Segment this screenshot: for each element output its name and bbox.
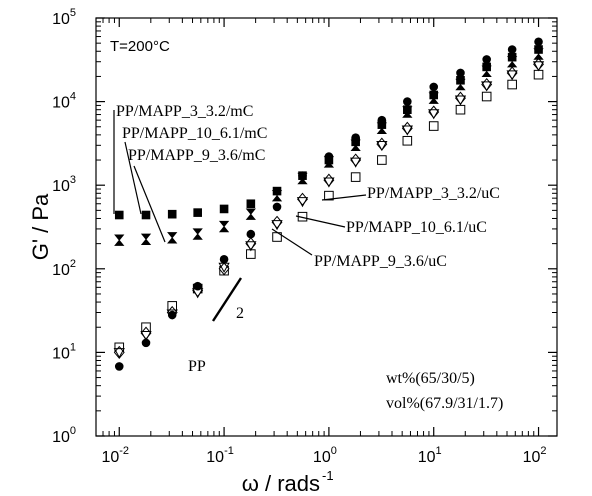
uc10-annotation: PP/MAPP_10_6.1/uC (346, 219, 487, 236)
data-point-square-filled (114, 210, 124, 220)
data-point-square-filled (167, 209, 177, 219)
data-point-triangle-open (323, 177, 335, 188)
x-axis-label-exponent: -1 (322, 468, 334, 483)
data-point-triangle-open (532, 61, 545, 72)
data-point-square-open (402, 135, 413, 146)
data-point-bowtie-filled (114, 234, 125, 246)
data-point-circle-filled (403, 97, 412, 106)
data-point-square-open (428, 121, 439, 131)
leader-line-uc9 (271, 228, 313, 256)
data-point-bowtie-filled (167, 232, 178, 244)
y-tick-label: 101 (52, 341, 76, 362)
slope-indicator-line (211, 277, 243, 322)
data-point-square-open (533, 69, 544, 80)
data-point-circle-filled (534, 37, 543, 47)
data-point-circle-filled (246, 229, 256, 239)
data-point-triangle-open (376, 141, 388, 152)
data-point-square-filled (429, 90, 439, 100)
y-tick-label: 102 (52, 258, 76, 279)
data-point-circle-filled (272, 202, 282, 212)
leader-lines (113, 110, 367, 322)
plot-frame (95, 17, 558, 437)
wt-annotation: wt%(65/30/5) (386, 370, 475, 387)
data-point-triangle-open (428, 109, 440, 120)
marks-layer (113, 37, 545, 371)
data-point-bowtie-filled (192, 228, 203, 240)
data-point-circle-filled (351, 133, 360, 142)
data-point-triangle-open (140, 331, 152, 342)
data-point-circle-filled (167, 310, 177, 320)
data-point-bowtie-filled (140, 233, 152, 246)
data-point-square-open (455, 104, 466, 115)
data-point-triangle-open (481, 81, 493, 92)
uc9-annotation: PP/MAPP_9_3.6/uC (314, 253, 447, 270)
vol-annotation: vol%(67.9/31/1.7) (386, 395, 503, 412)
data-point-square-filled (193, 208, 202, 217)
data-point-circle-filled (456, 68, 465, 78)
data-point-circle-filled (298, 171, 307, 180)
uc3-annotation: PP/MAPP_3_3.2/uC (367, 185, 500, 202)
data-point-circle-filled (377, 115, 387, 125)
x-tick-label: 102 (523, 445, 547, 466)
leader-line-uc3 (321, 194, 367, 201)
data-point-circle-filled (114, 362, 124, 371)
y-tick-label: 104 (52, 91, 76, 112)
data-point-circle-filled (429, 82, 439, 92)
y-tick-label: 100 (52, 425, 76, 446)
pp-annotation: PP (188, 358, 206, 375)
data-point-square-filled (507, 52, 517, 62)
data-point-square-filled (482, 62, 491, 72)
data-point-circle-filled (193, 281, 202, 291)
data-point-square-open (324, 190, 334, 201)
data-point-circle-filled (219, 254, 229, 264)
x-tick-label: 10-2 (101, 445, 129, 466)
data-point-square-filled (377, 120, 387, 129)
data-point-triangle-open (350, 157, 362, 168)
leader-line-uc10 (295, 215, 346, 228)
data-point-triangle-open (506, 70, 518, 81)
data-point-square-filled (219, 204, 229, 214)
y-axis-label: G' / Pa (28, 193, 53, 260)
data-point-circle-filled (507, 45, 517, 54)
data-point-triangle-open (296, 197, 309, 208)
data-point-triangle-open (245, 241, 257, 252)
mc9-annotation: PP/MAPP_9_3.6/mC (128, 147, 265, 164)
data-point-triangle-open (401, 125, 413, 136)
data-point-circle-filled (141, 338, 151, 348)
mc3-annotation: PP/MAPP_3_3.2/mC (116, 103, 253, 120)
data-point-square-filled (403, 105, 412, 115)
data-point-square-filled (246, 199, 256, 209)
x-tick-label: 101 (418, 445, 442, 466)
data-point-bowtie-filled (245, 208, 256, 220)
data-point-square-open (481, 91, 492, 102)
leader-line-mc10 (124, 141, 142, 215)
axes-layer: 100 101 102 103 104 105 10-2 10-1 100 101 102 (52, 7, 557, 466)
data-point-triangle-open (271, 220, 283, 231)
data-point-square-open (350, 172, 361, 182)
data-point-square-filled (456, 75, 465, 85)
data-point-circle-filled (324, 152, 334, 161)
data-point-square-filled (534, 45, 543, 54)
data-point-triangle-open (113, 348, 125, 359)
data-point-circle-filled (482, 55, 491, 64)
data-point-square-filled (272, 186, 282, 196)
leader-line-mc9 (133, 165, 166, 243)
x-tick-label: 100 (313, 445, 337, 466)
mc10-annotation: PP/MAPP_10_6.1/mC (122, 125, 267, 142)
temperature-annotation: T=200°C (110, 38, 170, 55)
y-tick-label: 105 (52, 7, 76, 28)
x-tick-label: 10-1 (206, 445, 234, 466)
y-tick-label: 103 (52, 174, 76, 195)
x-axis-label: ω / rads (242, 471, 320, 496)
data-point-square-open (377, 155, 387, 165)
data-point-bowtie-filled (218, 220, 230, 233)
data-point-square-filled (141, 210, 151, 220)
slope-annotation: 2 (236, 305, 244, 322)
data-point-triangle-open (454, 95, 467, 106)
data-point-square-open (507, 79, 517, 90)
